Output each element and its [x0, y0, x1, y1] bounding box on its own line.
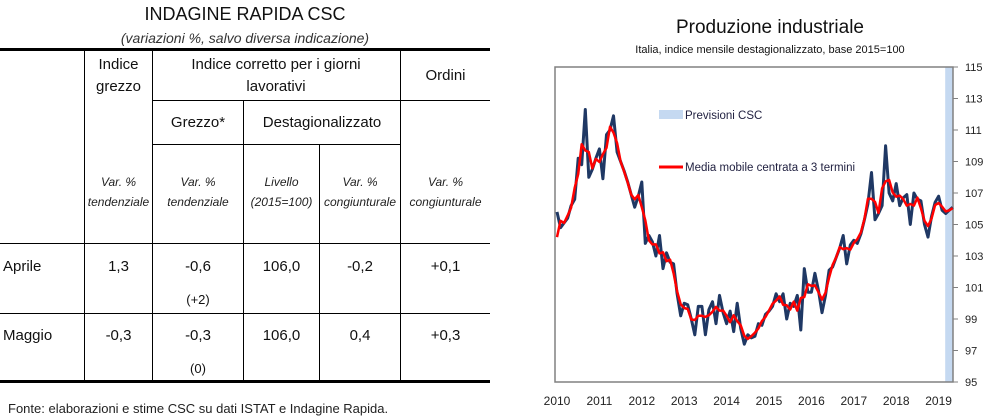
source-note: Fonte: elaborazioni e stime CSC su dati … — [8, 401, 389, 416]
legend-swatch-forecast — [659, 110, 683, 119]
forecast-band — [945, 67, 953, 382]
y-tick-label: 109 — [965, 157, 983, 169]
table-cell: 106,0 — [262, 258, 301, 275]
y-tick-label: 99 — [965, 314, 977, 326]
y-tick-label: 105 — [965, 220, 983, 232]
x-tick-label: 2018 — [883, 394, 910, 408]
y-tick-label: 101 — [965, 283, 983, 295]
x-tick-label: 2014 — [713, 394, 740, 408]
x-tick-label: 2013 — [671, 394, 698, 408]
y-tick-label: 107 — [965, 188, 983, 200]
table-cell: 106,0 — [262, 327, 301, 344]
divider — [152, 100, 490, 101]
unit-label: Var. % tendenziale — [87, 175, 150, 209]
table-cell-note: (0) — [190, 361, 206, 376]
y-tick-label: 113 — [965, 94, 983, 106]
unit-label: Var. % congiunturale — [409, 175, 482, 209]
x-tick-label: 2016 — [798, 394, 825, 408]
table-cell: -0,3 — [185, 327, 211, 344]
table-subtitle: (variazioni %, salvo diversa indicazione… — [120, 30, 370, 46]
x-tick-label: 2011 — [586, 394, 612, 408]
table-cell: -0,6 — [185, 258, 211, 275]
table-cell: +0,3 — [430, 327, 461, 344]
divider — [152, 144, 400, 145]
unit-label: Var. % congiunturale — [323, 175, 397, 209]
divider — [400, 50, 401, 381]
header-destagionalizzato: Destagionalizzato — [262, 113, 382, 131]
header-ordini: Ordini — [425, 66, 466, 84]
chart-subtitle: Italia, indice mensile destagionalizzato… — [635, 44, 905, 56]
legend-label-forecast: Previsioni CSC — [685, 110, 762, 122]
divider — [243, 100, 244, 381]
x-tick-label: 2010 — [544, 394, 571, 408]
header-indice-grezzo: Indice grezzo — [95, 56, 142, 95]
header-grezzo: Grezzo* — [170, 113, 226, 131]
x-tick-label: 2019 — [925, 394, 952, 408]
y-tick-label: 111 — [965, 125, 982, 137]
table-cell: 1,3 — [108, 258, 129, 275]
x-tick-label: 2015 — [756, 394, 783, 408]
chart-title: Produzione industriale — [675, 17, 864, 38]
legend-label-ma3: Media mobile centrata a 3 termini — [685, 162, 855, 174]
divider — [0, 313, 490, 314]
table-bottom-rule — [0, 380, 490, 383]
table-cell: +0,1 — [430, 258, 461, 275]
divider — [319, 144, 320, 381]
header-indice-corretto: Indice corretto per i giorni lavorativi — [191, 55, 361, 95]
y-tick-label: 115 — [965, 62, 983, 74]
table-cell: -0,2 — [347, 258, 373, 275]
x-tick-label: 2012 — [628, 394, 655, 408]
table-cell: 0,4 — [349, 327, 371, 344]
x-tick-label: 2017 — [840, 394, 867, 408]
divider — [0, 243, 490, 244]
table-title: INDAGINE RAPIDA CSC — [144, 4, 346, 24]
table-top-rule — [0, 48, 490, 51]
unit-label: Var. % tendenziale — [167, 175, 229, 209]
table-cell: -0,3 — [105, 327, 132, 344]
y-tick-label: 95 — [965, 377, 977, 389]
row-label-maggio: Maggio — [3, 327, 53, 344]
y-tick-label: 103 — [965, 251, 983, 263]
moving-average-line — [555, 125, 954, 341]
divider — [84, 50, 85, 381]
row-label-aprile: Aprile — [3, 258, 42, 275]
table-cell-note: (+2) — [186, 292, 210, 307]
unit-label: Livello (2015=100) — [250, 175, 313, 209]
y-tick-label: 97 — [965, 346, 977, 358]
divider — [152, 50, 153, 381]
